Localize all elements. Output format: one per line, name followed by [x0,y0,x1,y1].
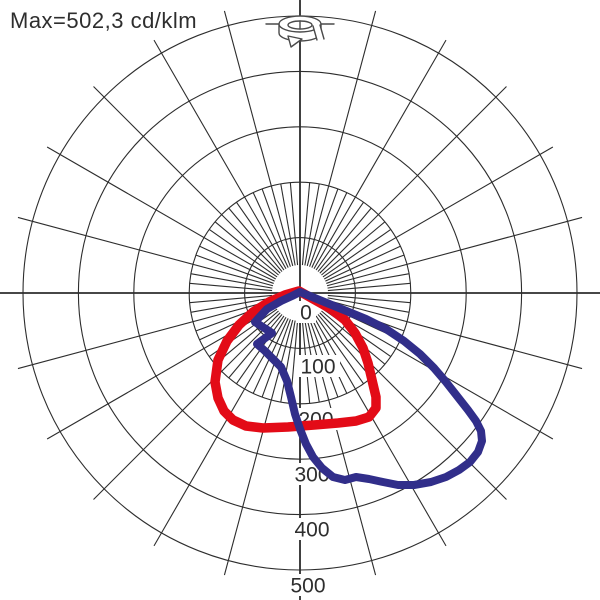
ray-line-5deg [190,273,273,289]
scale-label: 100 [300,356,335,379]
ray-line-5deg [289,182,299,266]
ray-line-15deg [313,39,447,270]
ray-line-5deg [304,183,320,266]
rotation-symmetry-icon [265,15,335,48]
ray-line-5deg [189,294,273,304]
ray-line-5deg [195,254,274,284]
ray-line-15deg [93,312,281,500]
ray-line-15deg [306,10,377,267]
ray-line-15deg [17,299,274,370]
ray-line-5deg [327,294,411,304]
scale-label: 0 [300,302,312,325]
ray-line-15deg [223,10,294,267]
icon-arrow-head [287,35,303,48]
ray-line-5deg [326,254,405,284]
ray-line-5deg [321,221,386,276]
ray-line-5deg [189,282,273,292]
ray-line-5deg [214,221,279,276]
scale-label: 500 [290,575,325,598]
ray-line-5deg [327,273,410,289]
ray-line-15deg [323,146,554,280]
ray-line-5deg [317,314,372,379]
max-intensity-label: Max=502,3 cd/klm [8,8,200,34]
ray-line-15deg [326,299,583,370]
ray-line-5deg [325,245,401,282]
ray-line-5deg [235,201,285,271]
ray-line-5deg [214,310,279,365]
ray-line-5deg [280,320,296,403]
ray-line-5deg [315,201,365,271]
ray-line-5deg [252,192,289,268]
ray-line-5deg [301,182,311,266]
ray-line-5deg [228,207,283,272]
ray-line-5deg [327,297,410,313]
ray-line-15deg [46,146,277,280]
ray-line-5deg [322,228,392,278]
scale-label-bg [296,355,340,377]
ray-line-15deg [319,86,507,274]
intensity-curves [210,286,486,489]
ray-line-5deg [315,315,365,385]
ray-line-5deg [208,228,278,278]
scale-label: 400 [294,519,329,542]
ray-line-15deg [319,312,507,500]
scale-label-bg [296,301,316,323]
scale-label-bg [286,574,330,596]
ray-line-5deg [311,192,348,268]
ray-line-5deg [280,183,296,266]
icon-gap-edge-right [319,24,325,40]
ray-line-15deg [326,216,583,287]
ray-line-15deg [153,39,287,270]
ray-line-5deg [309,188,339,267]
ray-line-15deg [17,216,274,287]
scale-label-bg [290,518,334,540]
icon-gap-edge-left [312,25,318,41]
ray-line-5deg [199,245,275,282]
icon-band-gap [313,25,324,40]
ray-line-15deg [93,86,281,274]
ray-line-5deg [327,282,411,292]
ray-line-5deg [190,297,273,313]
blue-curve [251,288,486,489]
ray-line-5deg [317,207,372,272]
ray-line-5deg [261,188,291,267]
